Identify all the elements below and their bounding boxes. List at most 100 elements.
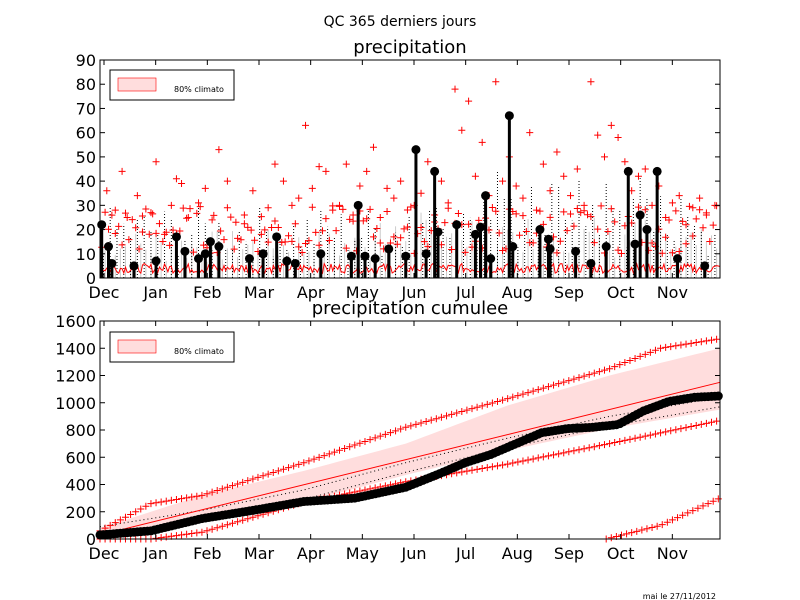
- record-max-marker: [118, 167, 126, 175]
- climato-marker: [271, 217, 279, 225]
- cumulative-legend: 80% climato: [109, 331, 235, 363]
- climato-marker: [577, 209, 585, 217]
- climato-marker: [424, 243, 432, 251]
- record-min-marker: [463, 467, 471, 475]
- record-min-marker: [172, 532, 180, 540]
- record-min-marker: [657, 429, 665, 437]
- record-min-marker: [178, 531, 186, 539]
- record-min-partial-year-marker: [617, 531, 625, 539]
- observed-point: [370, 254, 380, 264]
- observed-point: [180, 246, 190, 256]
- climato-marker: [149, 210, 157, 218]
- climato-marker: [142, 205, 150, 213]
- climato-marker: [658, 249, 666, 257]
- record-max-marker: [361, 437, 369, 445]
- cumul-xtick-label: Dec: [89, 544, 120, 563]
- record-min-marker: [606, 440, 614, 448]
- record-min-marker: [651, 430, 659, 438]
- record-max-marker: [257, 230, 265, 238]
- record-max-marker: [463, 406, 471, 414]
- record-max-marker: [534, 386, 542, 394]
- climato-marker: [675, 247, 683, 255]
- record-min-partial-year-marker: [668, 516, 676, 524]
- record-max-marker: [232, 218, 240, 226]
- record-max-marker: [544, 383, 552, 391]
- record-max-marker: [310, 455, 318, 463]
- observed-point: [282, 256, 292, 266]
- record-max-marker: [403, 223, 411, 231]
- record-max-marker: [271, 160, 279, 168]
- record-max-marker: [689, 204, 697, 212]
- record-max-marker: [443, 412, 451, 420]
- observed-point: [129, 261, 139, 271]
- climato-marker: [475, 216, 483, 224]
- record-max-marker: [201, 184, 209, 192]
- climato-marker: [295, 243, 303, 251]
- climato-marker: [281, 238, 289, 246]
- record-max-marker: [422, 418, 430, 426]
- climato-marker: [529, 239, 537, 247]
- precipitation-axes-frame: [99, 59, 721, 279]
- record-max-marker: [302, 121, 310, 129]
- climato-daily-band-line: [99, 262, 721, 275]
- record-max-marker: [279, 465, 287, 473]
- record-max-marker: [195, 199, 203, 207]
- observed-point: [571, 246, 581, 256]
- observed-point: [700, 261, 710, 271]
- record-max-marker: [667, 343, 675, 351]
- record-max-marker: [142, 502, 150, 510]
- record-max-marker: [636, 352, 644, 360]
- record-max-marker: [677, 341, 685, 349]
- observed-point: [421, 249, 431, 259]
- climato-marker: [118, 241, 126, 249]
- precipitation-plot-area: [97, 78, 721, 278]
- record-min-marker: [524, 456, 532, 464]
- precip-ytick-label: 80: [76, 75, 96, 94]
- record-max-marker: [437, 413, 445, 421]
- precip-ytick-label: 60: [76, 124, 96, 143]
- record-max-marker: [228, 482, 236, 490]
- record-max-marker: [203, 490, 211, 498]
- climato-marker: [189, 248, 197, 256]
- precip-xtick-label: May: [346, 283, 379, 302]
- climato-marker: [454, 210, 462, 218]
- climato-marker: [145, 230, 153, 238]
- climato-marker: [689, 232, 697, 240]
- climato-marker: [111, 229, 119, 237]
- record-min-partial-year-marker: [694, 504, 702, 512]
- legend-label: 80% climato: [174, 85, 224, 94]
- cumul-ytick-label: 400: [65, 476, 96, 495]
- record-max-marker: [162, 497, 170, 505]
- record-max-marker: [167, 201, 175, 209]
- record-max-marker: [560, 378, 568, 386]
- record-min-marker: [499, 461, 507, 469]
- climato-marker: [672, 207, 680, 215]
- record-max-marker: [183, 494, 191, 502]
- record-max-marker: [402, 423, 410, 431]
- record-max-marker: [696, 194, 704, 202]
- climato-marker: [584, 211, 592, 219]
- record-max-marker: [651, 346, 659, 354]
- record-max-marker: [336, 446, 344, 454]
- climato-marker: [607, 205, 615, 213]
- record-max-marker: [383, 184, 391, 192]
- record-min-marker: [641, 432, 649, 440]
- climato-marker: [522, 228, 530, 236]
- record-min-partial-year-marker: [648, 524, 656, 532]
- record-min-partial-year-marker: [684, 509, 692, 517]
- climato-marker: [264, 238, 272, 246]
- record-min-marker: [702, 419, 710, 427]
- record-max-marker: [288, 201, 296, 209]
- record-min-marker: [697, 420, 705, 428]
- climato-marker: [186, 205, 194, 213]
- climato-marker: [587, 213, 595, 221]
- cumul-xtick-label: Sep: [554, 544, 584, 563]
- cumul-xtick-label: Feb: [193, 544, 221, 563]
- record-max-marker: [641, 165, 649, 173]
- observed-point: [258, 249, 268, 259]
- climato-marker: [369, 233, 377, 241]
- climato-marker: [417, 224, 425, 232]
- record-max-marker: [546, 187, 554, 195]
- record-max-marker: [193, 492, 201, 500]
